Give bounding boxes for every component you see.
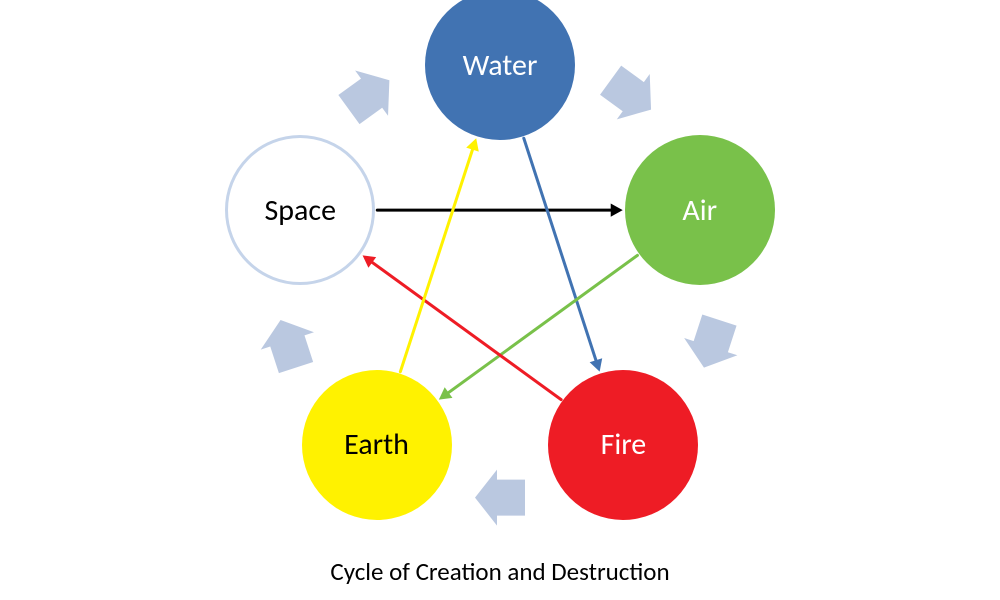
element-label-water: Water (463, 47, 538, 84)
element-node-space: Space (225, 135, 375, 285)
element-node-earth: Earth (302, 370, 452, 520)
cycle-arrow-earth-to-space (254, 311, 323, 376)
element-label-air: Air (682, 192, 717, 229)
element-label-space: Space (265, 192, 337, 229)
caption-text: Cycle of Creation and Destruction (0, 556, 1000, 587)
cycle-arrow-water-to-air (594, 58, 667, 133)
element-node-fire: Fire (548, 370, 698, 520)
element-node-water: Water (425, 0, 575, 140)
destruction-arrow-earth-to-water (400, 138, 478, 371)
destruction-arrow-space-to-air (377, 204, 622, 217)
element-label-earth: Earth (344, 426, 409, 463)
cycle-arrow-fire-to-earth (475, 470, 525, 526)
element-node-air: Air (625, 135, 775, 285)
cycle-arrow-space-to-water (332, 58, 405, 133)
destruction-arrow-water-to-fire (524, 138, 602, 371)
diagram-stage: Water Air Fire Earth Space Cycle of Creation… (0, 0, 1000, 600)
element-label-fire: Fire (601, 426, 647, 463)
cycle-arrow-air-to-fire (677, 311, 746, 376)
